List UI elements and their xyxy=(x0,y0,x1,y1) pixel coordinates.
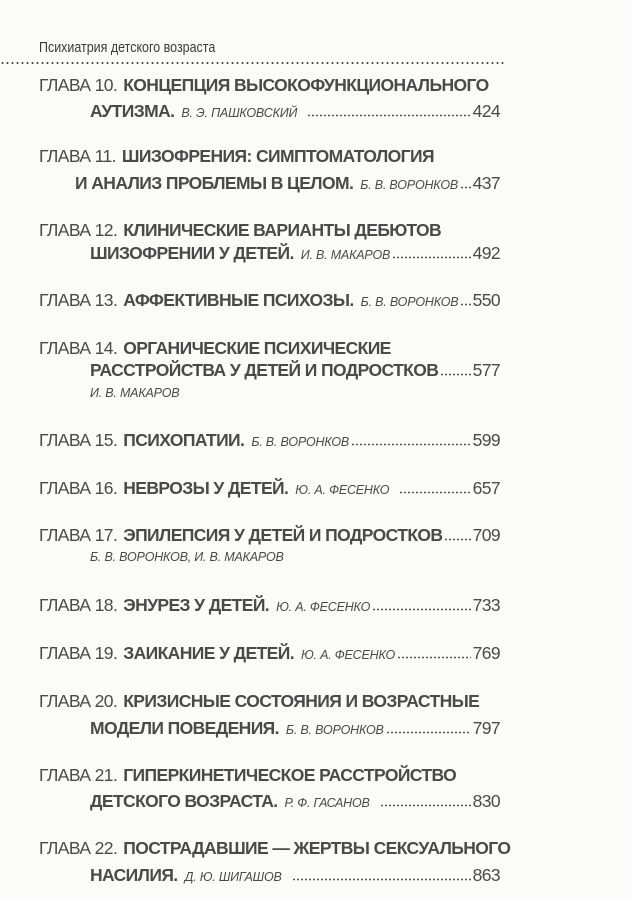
page-number: 424 xyxy=(472,101,501,121)
toc-entry-20-line2[interactable]: МОДЕЛИ ПОВЕДЕНИЯ. Б. В. ВОРОНКОВ 797 xyxy=(90,717,501,739)
chapter-title: ПСИХОПАТИИ. xyxy=(123,430,245,450)
toc-entry-18[interactable]: ГЛАВА 18. ЭНУРЕЗ У ДЕТЕЙ. Ю. А. ФЕСЕНКО 733 xyxy=(39,594,501,616)
dot-leader xyxy=(397,656,471,659)
dot-leader xyxy=(379,804,471,807)
toc-entry-11-line1: ГЛАВА 11. ШИЗОФРЕНИЯ: СИМПТОМАТОЛОГИЯ xyxy=(39,145,435,167)
toc-entry-12-line1: ГЛАВА 12. КЛИНИЧЕСКИЕ ВАРИАНТЫ ДЕБЮТОВ xyxy=(39,219,442,241)
chapter-number: ГЛАВА 10. xyxy=(39,75,118,95)
page-number: 492 xyxy=(472,243,501,263)
chapter-number: ГЛАВА 16. xyxy=(39,478,118,498)
page-number: 830 xyxy=(472,791,501,811)
chapter-author: Б. В. ВОРОНКОВ xyxy=(285,723,384,737)
chapter-author: Ю. А. ФЕСЕНКО xyxy=(300,648,395,662)
chapter-author: Р. Ф. ГАСАНОВ xyxy=(284,796,370,810)
page-number: 599 xyxy=(472,430,501,450)
toc-entry-14-line2[interactable]: РАССТРОЙСТВА У ДЕТЕЙ И ПОДРОСТКОВ 577 xyxy=(90,359,501,381)
chapter-author: В. Э. ПАШКОВСКИЙ xyxy=(181,106,298,120)
dot-leader xyxy=(351,443,471,446)
chapter-title: НАСИЛИЯ. xyxy=(90,865,178,885)
chapter-number: ГЛАВА 19. xyxy=(39,643,118,663)
toc-entry-17[interactable]: ГЛАВА 17. ЭПИЛЕПСИЯ У ДЕТЕЙ И ПОДРОСТКОВ 7… xyxy=(39,524,501,546)
toc-entry-14-line1: ГЛАВА 14. ОРГАНИЧЕСКИЕ ПСИХИЧЕСКИЕ xyxy=(39,337,391,359)
chapter-title: ШИЗОФРЕНИИ У ДЕТЕЙ. xyxy=(90,243,294,263)
toc-entry-20-line1: ГЛАВА 20. КРИЗИСНЫЕ СОСТОЯНИЯ И ВОЗРАСТНЫ… xyxy=(39,690,480,712)
chapter-title: И АНАЛИЗ ПРОБЛЕМЫ В ЦЕЛОМ. xyxy=(75,173,354,193)
chapter-number: ГЛАВА 12. xyxy=(39,220,118,240)
page-number: 437 xyxy=(472,173,501,193)
chapter-author: Б. В. ВОРОНКОВ xyxy=(360,295,459,309)
toc-entry-14-author: И. В. МАКАРОВ xyxy=(83,382,180,404)
chapter-title: ЭНУРЕЗ У ДЕТЕЙ. xyxy=(123,595,270,615)
chapter-title: ГИПЕРКИНЕТИЧЕСКОЕ РАССТРОЙСТВО xyxy=(123,765,457,785)
chapter-number: ГЛАВА 15. xyxy=(39,430,118,450)
chapter-title: ЗАИКАНИЕ У ДЕТЕЙ. xyxy=(123,643,294,663)
chapter-author: И. В. МАКАРОВ xyxy=(90,386,180,400)
toc-entry-10-line2[interactable]: АУТИЗМА. В. Э. ПАШКОВСКИЙ 424 xyxy=(90,100,501,122)
toc-entry-11-line2[interactable]: И АНАЛИЗ ПРОБЛЕМЫ В ЦЕЛОМ. Б. В. ВОРОНКОВ… xyxy=(75,172,501,194)
dot-leader xyxy=(392,256,471,259)
dot-leader xyxy=(385,731,471,734)
toc-entry-15[interactable]: ГЛАВА 15. ПСИХОПАТИИ. Б. В. ВОРОНКОВ 599 xyxy=(39,429,501,451)
toc-entry-12-line2[interactable]: ШИЗОФРЕНИИ У ДЕТЕЙ. И. В. МАКАРОВ 492 xyxy=(90,242,501,264)
header-divider xyxy=(0,62,504,64)
chapter-title: ПОСТРАДАВШИЕ — ЖЕРТВЫ СЕКСУАЛЬНОГО xyxy=(123,838,511,858)
chapter-number: ГЛАВА 13. xyxy=(39,290,118,310)
toc-entry-16[interactable]: ГЛАВА 16. НЕВРОЗЫ У ДЕТЕЙ. Ю. А. ФЕСЕНКО 65… xyxy=(39,477,501,499)
toc-entry-10-line1: ГЛАВА 10. КОНЦЕПЦИЯ ВЫСОКОФУНКЦИОНАЛЬНОГО xyxy=(39,74,489,96)
chapter-author: Б. В. ВОРОНКОВ xyxy=(251,435,350,449)
toc-entry-13[interactable]: ГЛАВА 13. АФФЕКТИВНЫЕ ПСИХОЗЫ. Б. В. ВОРОН… xyxy=(39,289,501,311)
chapter-number: ГЛАВА 11. xyxy=(39,146,117,166)
chapter-title: АУТИЗМА. xyxy=(90,101,175,121)
chapter-title: ДЕТСКОГО ВОЗРАСТА. xyxy=(90,791,278,811)
dot-leader xyxy=(459,186,471,189)
chapter-title: КОНЦЕПЦИЯ ВЫСОКОФУНКЦИОНАЛЬНОГО xyxy=(123,75,489,95)
chapter-author: Ю. А. ФЕСЕНКО xyxy=(276,600,371,614)
chapter-title: ЭПИЛЕПСИЯ У ДЕТЕЙ И ПОДРОСТКОВ xyxy=(123,525,443,545)
dot-leader xyxy=(440,373,471,376)
page-number: 863 xyxy=(472,865,501,885)
chapter-number: ГЛАВА 14. xyxy=(39,338,118,358)
chapter-author: Д. Ю. ШИГАШОВ xyxy=(184,870,282,884)
page-number: 733 xyxy=(472,595,501,615)
chapter-title: РАССТРОЙСТВА У ДЕТЕЙ И ПОДРОСТКОВ xyxy=(90,360,439,380)
running-header: Психиатрия детского возраста xyxy=(39,40,216,56)
page-number: 657 xyxy=(472,478,501,498)
dot-leader xyxy=(444,538,471,541)
chapter-author: И. В. МАКАРОВ xyxy=(300,248,391,262)
dot-leader xyxy=(399,491,471,494)
toc-entry-21-line1: ГЛАВА 21. ГИПЕРКИНЕТИЧЕСКОЕ РАССТРОЙСТВО xyxy=(39,764,457,786)
toc-entry-19[interactable]: ГЛАВА 19. ЗАИКАНИЕ У ДЕТЕЙ. Ю. А. ФЕСЕНКО 7… xyxy=(39,642,501,664)
chapter-title: КРИЗИСНЫЕ СОСТОЯНИЯ И ВОЗРАСТНЫЕ xyxy=(123,691,480,711)
page-number: 550 xyxy=(472,290,501,310)
page-number: 709 xyxy=(472,525,501,545)
chapter-number: ГЛАВА 18. xyxy=(39,595,118,615)
toc-entry-22-line1: ГЛАВА 22. ПОСТРАДАВШИЕ — ЖЕРТВЫ СЕКСУАЛЬН… xyxy=(39,837,511,859)
chapter-number: ГЛАВА 21. xyxy=(39,765,118,785)
chapter-title: КЛИНИЧЕСКИЕ ВАРИАНТЫ ДЕБЮТОВ xyxy=(123,220,442,240)
dot-leader xyxy=(372,608,471,611)
toc-entry-17-author: Б. В. ВОРОНКОВ, И. В. МАКАРОВ xyxy=(83,546,284,568)
dot-leader xyxy=(460,303,471,306)
chapter-author: Б. В. ВОРОНКОВ xyxy=(360,178,458,192)
chapter-title: НЕВРОЗЫ У ДЕТЕЙ. xyxy=(123,478,289,498)
page-number: 797 xyxy=(472,718,501,738)
toc-entry-22-line2[interactable]: НАСИЛИЯ. Д. Ю. ШИГАШОВ 863 xyxy=(90,864,501,886)
dot-leader xyxy=(307,114,471,117)
chapter-author: Б. В. ВОРОНКОВ, И. В. МАКАРОВ xyxy=(90,550,284,564)
page-number: 769 xyxy=(472,643,501,663)
dot-leader xyxy=(291,878,471,881)
chapter-title: ШИЗОФРЕНИЯ: СИМПТОМАТОЛОГИЯ xyxy=(121,146,435,166)
toc-entry-21-line2[interactable]: ДЕТСКОГО ВОЗРАСТА. Р. Ф. ГАСАНОВ 830 xyxy=(90,790,501,812)
chapter-title: МОДЕЛИ ПОВЕДЕНИЯ. xyxy=(90,718,280,738)
chapter-title: АФФЕКТИВНЫЕ ПСИХОЗЫ. xyxy=(123,290,354,310)
chapter-number: ГЛАВА 17. xyxy=(39,525,118,545)
chapter-number: ГЛАВА 22. xyxy=(39,838,118,858)
chapter-title: ОРГАНИЧЕСКИЕ ПСИХИЧЕСКИЕ xyxy=(123,338,391,358)
chapter-number: ГЛАВА 20. xyxy=(39,691,118,711)
chapter-author: Ю. А. ФЕСЕНКО xyxy=(295,483,390,497)
page-number: 577 xyxy=(472,360,501,380)
